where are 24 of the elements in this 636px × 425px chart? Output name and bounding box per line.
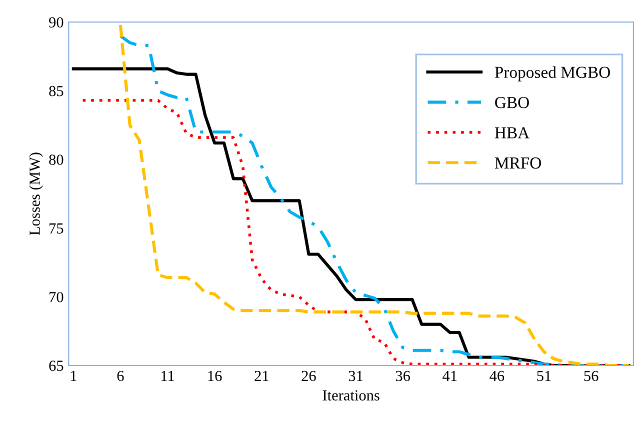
y-tick-label: 80: [49, 154, 64, 165]
x-tick-label: 1: [70, 370, 76, 381]
x-tick-label: 16: [208, 370, 222, 382]
x-tick-label: 31: [348, 370, 362, 382]
legend-label: HBA: [494, 127, 530, 138]
x-tick-label: 46: [490, 370, 504, 382]
legend-label: Proposed MGBO: [494, 66, 610, 82]
legend-label: MRFO: [494, 157, 541, 169]
y-axis-title: Losses (MW): [29, 152, 43, 236]
y-tick-label: 90: [49, 17, 64, 28]
x-tick-label: 41: [442, 370, 457, 381]
y-tick-label: 65: [49, 360, 64, 371]
x-tick-label: 56: [584, 370, 598, 382]
x-tick-label: 36: [396, 370, 410, 382]
x-axis-title: Iterations: [322, 390, 380, 401]
x-tick-label: 26: [302, 370, 316, 382]
x-tick-label: 6: [117, 370, 124, 382]
y-tick-label: 70: [50, 292, 64, 302]
legend-label: GBO: [495, 96, 529, 108]
x-tick-label: 21: [254, 370, 268, 381]
y-tick-label: 85: [49, 86, 64, 96]
x-tick-label: 51: [537, 370, 551, 382]
x-tick-label: 11: [162, 370, 174, 381]
y-tick-label: 75: [50, 223, 64, 234]
